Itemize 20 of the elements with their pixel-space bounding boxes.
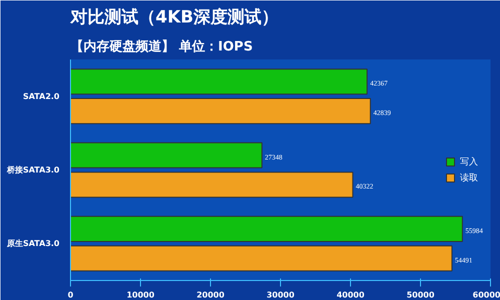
x-tick-label: 10000	[126, 290, 155, 300]
y-tick-label: 原生SATA3.0	[6, 239, 60, 248]
bar	[70, 142, 262, 168]
x-tick-label: 60000	[472, 290, 500, 300]
chart-subtitle: 【内存硬盘频道】 单位：IOPS	[70, 38, 253, 54]
bar	[70, 172, 354, 198]
bar	[70, 98, 371, 124]
y-tick-label: 桥接SATA3.0	[6, 166, 60, 174]
bar	[70, 245, 452, 272]
legend-label: 读取	[460, 171, 479, 184]
x-tick-label: 20000	[196, 290, 225, 300]
y-tick-label: SATA2.0	[22, 92, 60, 101]
x-tick-label: 30000	[266, 290, 295, 300]
chart-title: 对比测试（4KB深度测试）	[70, 8, 278, 28]
x-tick-label: 50000	[406, 290, 435, 300]
bar	[70, 216, 463, 242]
x-tick-label: 0	[68, 290, 74, 300]
x-tick-label: 40000	[336, 290, 365, 300]
bar	[70, 68, 368, 95]
legend-label: 写入	[460, 155, 479, 168]
